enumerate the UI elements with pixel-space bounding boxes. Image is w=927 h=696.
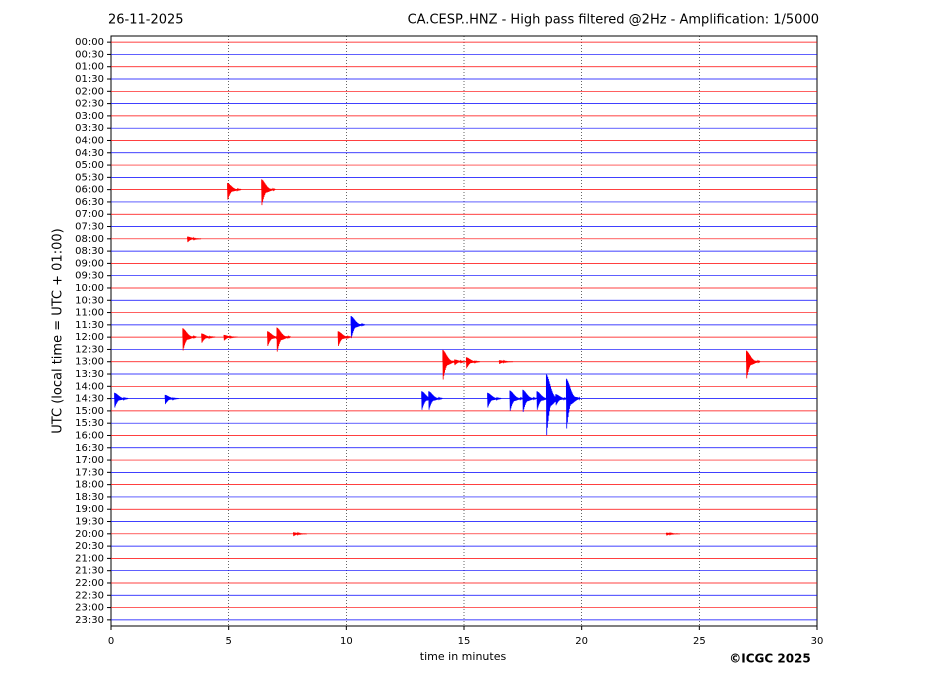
seismic-burst: [350, 315, 366, 339]
seismic-burst: [337, 331, 353, 347]
y-tick-label: 14:00: [75, 381, 104, 392]
y-tick-label: 15:30: [75, 418, 104, 429]
seismic-burst: [223, 334, 238, 341]
chart-title: CA.CESP..HNZ - High pass filtered @2Hz -…: [408, 13, 819, 28]
seismic-burst: [522, 389, 537, 412]
y-tick-label: 13:00: [75, 357, 104, 368]
y-tick-label: 10:30: [75, 295, 104, 306]
y-tick-label: 06:30: [75, 197, 104, 208]
y-tick-label: 00:00: [75, 37, 104, 48]
x-tick-label: 20: [575, 636, 588, 647]
y-tick-label: 16:00: [75, 430, 104, 441]
y-tick-label: 05:00: [75, 160, 104, 171]
y-tick-label: 09:00: [75, 258, 104, 269]
y-tick-label: 07:30: [75, 222, 104, 233]
credit: ©ICGC 2025: [729, 652, 811, 666]
y-tick-label: 09:30: [75, 271, 104, 282]
seismic-burst: [187, 236, 202, 243]
seismic-burst: [746, 350, 761, 379]
seismic-burst: [465, 357, 481, 369]
y-tick-label: 19:00: [75, 504, 104, 515]
y-tick-label: 03:30: [75, 123, 104, 134]
y-tick-label: 05:30: [75, 172, 104, 183]
y-tick-label: 21:00: [75, 553, 104, 564]
seismic-burst: [565, 378, 581, 429]
seismic-burst: [114, 392, 129, 408]
y-tick-label: 01:30: [75, 74, 104, 85]
x-axis-label: time in minutes: [420, 650, 507, 663]
y-tick-label: 04:30: [75, 148, 104, 159]
y-tick-label: 03:00: [75, 111, 104, 122]
seismic-burst: [164, 394, 179, 405]
y-tick-label: 20:30: [75, 541, 104, 552]
y-tick-label: 22:00: [75, 578, 104, 589]
seismic-burst: [227, 183, 242, 200]
seismic-burst: [665, 531, 681, 536]
seismic-burst: [182, 328, 197, 351]
y-tick-label: 12:30: [75, 344, 104, 355]
y-tick-label: 12:00: [75, 332, 104, 343]
seismic-burst: [487, 392, 502, 408]
x-tick-label: 0: [108, 636, 114, 647]
y-tick-label: 17:00: [75, 455, 104, 466]
y-tick-label: 18:00: [75, 480, 104, 491]
x-tick-label: 5: [225, 636, 231, 647]
seismic-burst: [442, 349, 457, 380]
y-tick-label: 07:00: [75, 209, 104, 220]
seismic-burst: [545, 374, 561, 436]
y-tick-label: 00:30: [75, 49, 104, 60]
y-tick-label: 21:30: [75, 566, 104, 577]
y-tick-label: 02:30: [75, 99, 104, 110]
y-tick-label: 08:30: [75, 246, 104, 257]
y-tick-label: 20:00: [75, 529, 104, 540]
y-tick-label: 15:00: [75, 406, 104, 417]
y-tick-label: 11:30: [75, 320, 104, 331]
y-tick-label: 01:00: [75, 62, 104, 73]
x-tick-label: 25: [693, 636, 706, 647]
seismic-burst: [509, 390, 524, 411]
seismic-burst: [261, 179, 276, 206]
seismic-burst: [276, 327, 291, 352]
chart-date: 26-11-2025: [108, 13, 184, 28]
y-tick-label: 02:00: [75, 86, 104, 97]
y-tick-label: 10:00: [75, 283, 104, 294]
x-tick-label: 10: [340, 636, 353, 647]
x-tick-label: 15: [458, 636, 471, 647]
seismic-burst: [201, 333, 216, 343]
y-tick-label: 22:30: [75, 590, 104, 601]
seismic-burst: [498, 359, 514, 364]
y-tick-label: 23:00: [75, 603, 104, 614]
y-tick-label: 18:30: [75, 492, 104, 503]
seismic-burst: [454, 359, 469, 366]
seismic-burst: [292, 531, 308, 537]
seismic-burst: [428, 391, 443, 410]
y-tick-label: 23:30: [75, 615, 104, 626]
y-tick-label: 14:30: [75, 394, 104, 405]
y-tick-label: 11:00: [75, 308, 104, 319]
y-tick-label: 17:30: [75, 467, 104, 478]
y-axis-label: UTC (local time = UTC + 01:00): [51, 228, 66, 433]
y-tick-label: 08:00: [75, 234, 104, 245]
y-tick-label: 16:30: [75, 443, 104, 454]
y-tick-label: 06:00: [75, 185, 104, 196]
y-tick-label: 04:00: [75, 135, 104, 146]
y-tick-label: 13:30: [75, 369, 104, 380]
y-tick-label: 19:30: [75, 517, 104, 528]
x-tick-label: 30: [811, 636, 824, 647]
